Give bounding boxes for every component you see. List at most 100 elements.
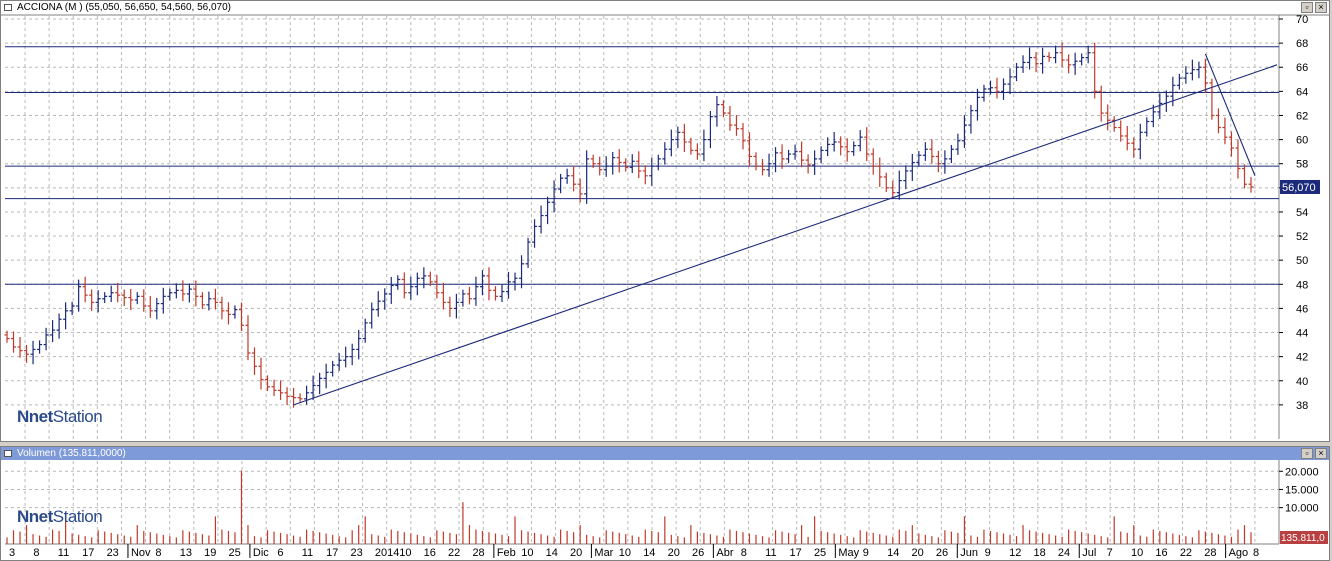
ohlc-bar	[1222, 117, 1228, 145]
x-tick-label: 6	[277, 547, 283, 559]
ohlc-bar	[173, 283, 179, 299]
x-tick-label: 9	[863, 547, 869, 559]
ohlc-bar	[864, 127, 870, 162]
x-tick-label: 23	[107, 547, 119, 559]
ohlc-bar	[265, 375, 271, 392]
x-tick-label: 14	[546, 547, 558, 559]
x-tick-label: 16	[1155, 547, 1167, 559]
price-chart: 384042444648505254565860626466687056,070	[1, 14, 1329, 439]
ohlc-bar	[649, 157, 655, 186]
restore-button[interactable]: ▫	[1301, 2, 1313, 13]
ohlc-bar	[447, 296, 453, 317]
ohlc-bar	[232, 305, 238, 319]
ohlc-bar	[753, 152, 759, 171]
y-tick-label: 62	[1296, 110, 1308, 122]
ohlc-bar	[375, 291, 381, 317]
ohlc-bar	[160, 287, 166, 314]
ohlc-bar	[890, 180, 896, 199]
x-tick-label: 13	[180, 547, 192, 559]
ohlc-bar	[180, 280, 186, 302]
x-tick-label: 8	[33, 547, 39, 559]
ohlc-bar	[1215, 108, 1221, 134]
ohlc-bar	[310, 375, 316, 400]
price-panel: ACCIONA (M ) (55,050, 56,650, 54,560, 56…	[0, 0, 1330, 442]
x-tick-label: Feb	[497, 547, 516, 559]
ohlc-bar	[916, 151, 922, 167]
ohlc-bar	[610, 152, 616, 175]
ohlc-bar	[545, 196, 551, 225]
ohlc-bar	[56, 313, 62, 339]
netstation-logo: NnetStation	[17, 507, 103, 527]
ohlc-bar	[473, 276, 479, 306]
volume-last-value-badge	[1280, 531, 1328, 544]
x-tick-label: 10	[521, 547, 533, 559]
x-tick-label: 26	[692, 547, 704, 559]
x-tick-label: 25	[814, 547, 826, 559]
price-panel-titlebar[interactable]: ACCIONA (M ) (55,050, 56,650, 54,560, 56…	[1, 1, 1329, 15]
ohlc-bar	[1228, 131, 1234, 157]
ohlc-bar	[1183, 66, 1189, 84]
ohlc-bar	[388, 276, 394, 304]
ohlc-bar	[369, 302, 375, 329]
ohlc-bar	[1092, 42, 1098, 99]
ascending-trendline	[293, 64, 1278, 406]
close-button[interactable]: ×	[1315, 2, 1327, 13]
ohlc-bar	[330, 360, 336, 377]
ohlc-bar	[37, 340, 43, 354]
ohlc-bar	[479, 270, 485, 296]
volume-y-tick-label: 15.000	[1285, 484, 1319, 496]
x-tick-label: 14	[643, 547, 655, 559]
x-tick-label: 8	[155, 547, 161, 559]
x-tick-label: 12	[1009, 547, 1021, 559]
y-tick-label: 44	[1296, 328, 1308, 340]
x-tick-label: 10	[399, 547, 411, 559]
ohlc-bar	[108, 285, 114, 303]
y-tick-label: 68	[1296, 38, 1308, 50]
x-tick-label: 8	[1253, 547, 1259, 559]
ohlc-bar	[590, 154, 596, 168]
y-tick-label: 64	[1296, 86, 1308, 98]
restore-button[interactable]: ▫	[1301, 448, 1313, 459]
y-tick-label: 42	[1296, 352, 1308, 364]
ohlc-bar	[278, 380, 284, 400]
ohlc-bar	[1150, 104, 1156, 128]
ohlc-bar	[1066, 54, 1072, 74]
ohlc-bar	[1085, 45, 1091, 64]
ohlc-bar	[584, 150, 590, 204]
ohlc-bar	[30, 340, 36, 365]
ohlc-bar	[883, 172, 889, 193]
ohlc-bar	[851, 141, 857, 156]
ohlc-bar	[935, 150, 941, 173]
y-tick-label: 52	[1296, 231, 1308, 243]
x-tick-label: 11	[302, 547, 313, 559]
y-tick-label: 60	[1296, 135, 1308, 147]
ohlc-bar	[655, 154, 661, 171]
ohlc-bar	[558, 173, 564, 194]
ohlc-bar	[317, 372, 323, 395]
ohlc-bar	[844, 138, 850, 162]
ohlc-bar	[486, 267, 492, 301]
ohlc-bar	[929, 139, 935, 164]
ohlc-bar	[395, 275, 401, 290]
ohlc-bar	[519, 255, 525, 289]
x-tick-label: 8	[741, 547, 747, 559]
ohlc-bar	[362, 318, 368, 343]
ohlc-bar	[538, 205, 544, 234]
ohlc-bar	[818, 146, 824, 164]
volume-chart: 10.000 15.000 20.000 135.811,0 3 8 11 17 23 Nov 8 1…	[5, 460, 1328, 559]
ohlc-bar	[681, 123, 687, 153]
x-tick-label: 9	[985, 547, 991, 559]
y-tick-label: 54	[1296, 207, 1308, 219]
x-tick-label: Abr	[716, 547, 733, 559]
ohlc-bar	[968, 104, 974, 134]
ohlc-bar	[1144, 117, 1150, 137]
close-button[interactable]: ×	[1315, 448, 1327, 459]
ohlc-bar	[251, 347, 257, 375]
y-tick-label: 40	[1296, 376, 1308, 388]
ohlc-bar	[258, 357, 264, 390]
volume-panel-titlebar[interactable]: Volumen (135.811,0000) ▫ ×	[1, 447, 1329, 460]
ohlc-bar	[909, 153, 915, 181]
ohlc-bar	[186, 283, 192, 303]
x-tick-label: 26	[936, 547, 948, 559]
ohlc-bar	[492, 286, 498, 301]
